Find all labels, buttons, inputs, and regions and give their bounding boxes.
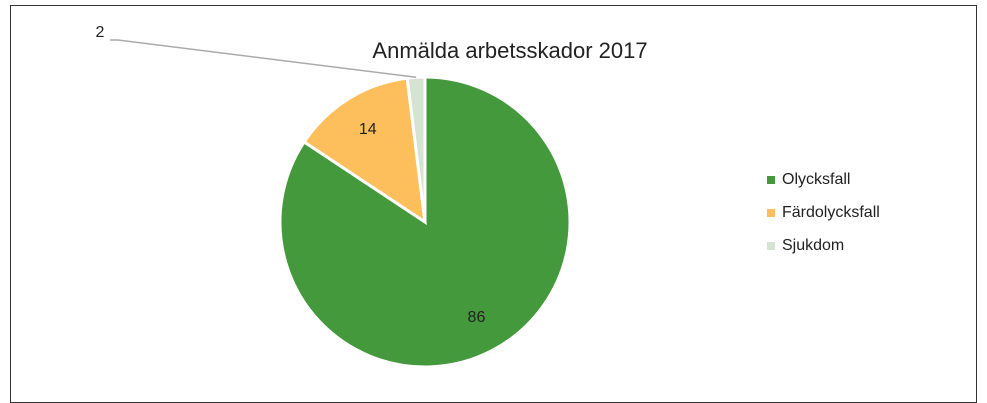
legend-label: Färdolycksfall xyxy=(782,204,880,221)
legend-swatch xyxy=(767,209,775,217)
legend-label: Olycksfall xyxy=(782,171,850,188)
legend-swatch xyxy=(767,242,775,250)
legend-label: Sjukdom xyxy=(782,237,844,254)
data-label: 14 xyxy=(359,121,377,138)
leader-line xyxy=(110,39,417,79)
data-label: 2 xyxy=(96,24,105,41)
legend-swatch xyxy=(767,176,775,184)
pie-slice xyxy=(302,76,427,226)
chart-title: Anmälda arbetsskador 2017 xyxy=(372,38,647,63)
data-label: 86 xyxy=(468,309,486,326)
